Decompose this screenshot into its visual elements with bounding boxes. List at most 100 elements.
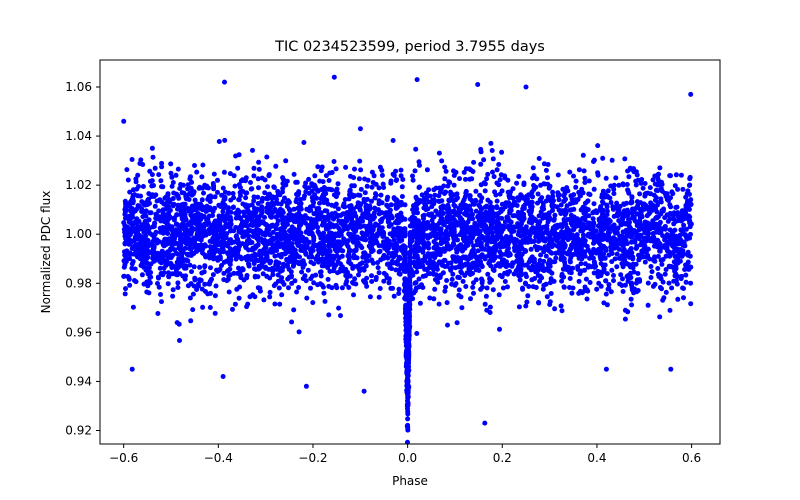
data-point bbox=[530, 165, 536, 171]
data-point bbox=[330, 268, 336, 274]
data-point bbox=[207, 281, 212, 287]
data-point bbox=[227, 246, 233, 252]
data-point bbox=[279, 275, 285, 281]
data-point bbox=[324, 197, 330, 203]
data-point bbox=[211, 171, 217, 177]
data-point bbox=[618, 272, 624, 278]
data-point bbox=[159, 299, 164, 305]
data-point bbox=[288, 255, 293, 261]
data-point bbox=[188, 174, 193, 180]
data-point bbox=[350, 192, 355, 198]
data-point bbox=[194, 287, 200, 292]
data-point bbox=[680, 186, 686, 192]
data-point bbox=[436, 150, 442, 156]
data-point bbox=[157, 265, 163, 271]
data-point bbox=[312, 173, 318, 179]
data-point bbox=[460, 278, 466, 284]
data-point bbox=[170, 271, 175, 277]
data-point bbox=[215, 177, 220, 183]
data-point bbox=[481, 157, 487, 163]
data-point bbox=[529, 254, 535, 260]
data-point bbox=[679, 273, 685, 279]
data-point bbox=[638, 225, 644, 231]
data-point bbox=[657, 241, 663, 247]
data-point bbox=[586, 178, 592, 184]
data-point bbox=[311, 237, 317, 243]
data-point bbox=[311, 241, 317, 247]
data-point bbox=[240, 219, 246, 225]
data-point bbox=[305, 228, 311, 234]
data-point bbox=[463, 225, 469, 231]
data-point bbox=[674, 281, 680, 287]
data-point bbox=[227, 249, 233, 255]
data-point bbox=[350, 265, 356, 271]
data-point bbox=[391, 245, 397, 251]
data-point bbox=[297, 254, 302, 260]
data-point bbox=[543, 167, 549, 173]
data-point bbox=[683, 205, 689, 211]
data-point bbox=[620, 216, 626, 222]
data-point bbox=[502, 237, 508, 243]
data-point bbox=[647, 185, 653, 191]
data-point bbox=[629, 284, 635, 290]
data-point bbox=[138, 157, 144, 163]
data-point bbox=[516, 174, 522, 179]
data-point bbox=[497, 241, 503, 247]
data-point bbox=[124, 235, 130, 241]
data-point bbox=[335, 213, 341, 218]
data-point bbox=[622, 249, 628, 255]
data-point bbox=[231, 195, 237, 201]
data-point bbox=[412, 168, 418, 174]
data-point bbox=[321, 230, 327, 236]
data-point bbox=[249, 240, 255, 245]
data-point bbox=[504, 224, 510, 230]
data-point bbox=[362, 280, 368, 285]
data-point bbox=[483, 229, 489, 235]
data-point bbox=[139, 261, 145, 267]
data-point bbox=[265, 196, 271, 202]
data-point bbox=[623, 221, 629, 226]
data-point bbox=[143, 246, 149, 251]
data-point bbox=[356, 176, 362, 182]
data-point bbox=[413, 285, 419, 291]
data-point bbox=[452, 282, 458, 288]
data-point bbox=[201, 269, 207, 275]
data-point bbox=[622, 307, 628, 313]
data-point bbox=[390, 285, 396, 291]
data-point bbox=[150, 154, 156, 160]
data-point bbox=[306, 185, 312, 191]
data-point bbox=[152, 165, 158, 171]
data-point bbox=[357, 261, 363, 267]
data-point bbox=[246, 261, 252, 267]
data-point bbox=[434, 266, 440, 272]
data-point bbox=[678, 172, 684, 178]
data-point bbox=[331, 256, 336, 262]
data-point bbox=[536, 245, 542, 251]
data-point bbox=[243, 195, 249, 201]
data-point bbox=[383, 213, 388, 219]
data-point bbox=[221, 277, 227, 283]
data-point bbox=[335, 181, 341, 187]
data-point bbox=[349, 221, 355, 227]
data-point bbox=[522, 202, 528, 207]
data-point bbox=[438, 213, 444, 219]
data-point bbox=[173, 221, 179, 227]
data-point bbox=[352, 276, 358, 282]
data-point bbox=[443, 284, 449, 290]
data-point bbox=[591, 186, 597, 192]
data-point bbox=[640, 185, 646, 191]
data-point bbox=[427, 193, 433, 199]
data-point bbox=[373, 277, 379, 283]
data-point bbox=[338, 261, 343, 267]
data-point bbox=[375, 265, 381, 271]
data-point bbox=[235, 165, 241, 171]
data-point bbox=[246, 233, 252, 239]
data-point bbox=[265, 184, 270, 190]
data-point bbox=[338, 313, 343, 319]
data-point bbox=[479, 195, 485, 201]
data-point bbox=[459, 255, 464, 261]
data-point bbox=[301, 140, 307, 145]
data-point bbox=[334, 186, 340, 192]
data-point bbox=[621, 201, 627, 207]
data-point bbox=[598, 248, 604, 253]
